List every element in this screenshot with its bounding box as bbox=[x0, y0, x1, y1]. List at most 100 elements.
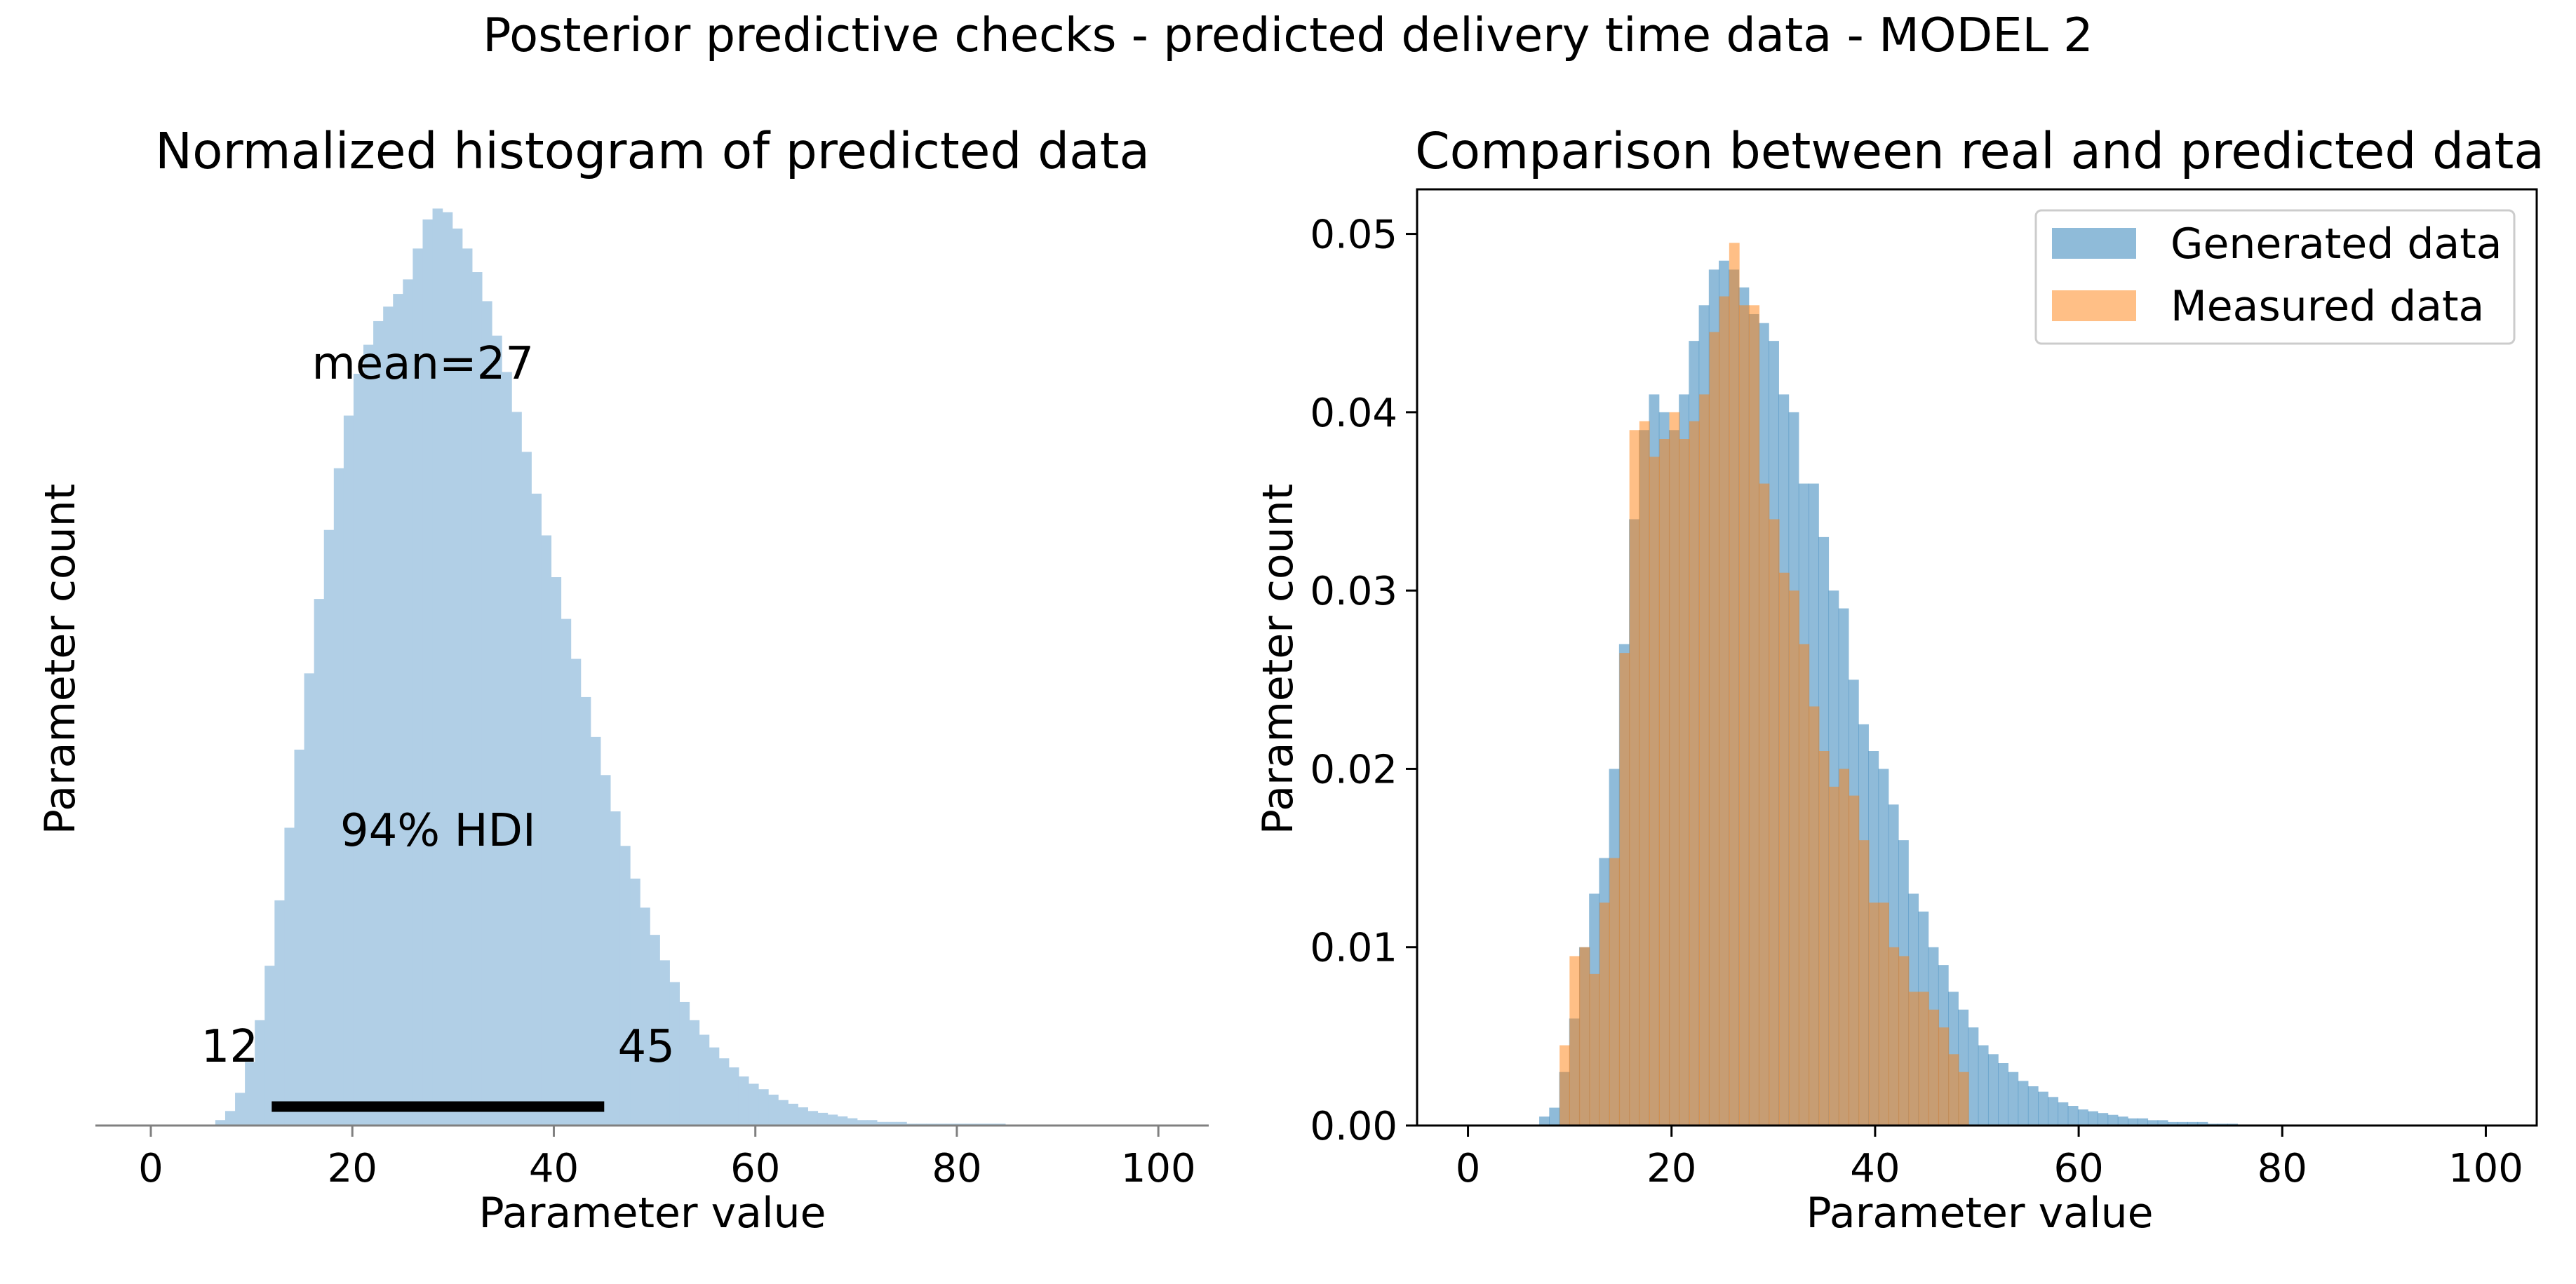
histogram-bar bbox=[2187, 1121, 2199, 1126]
histogram-bar bbox=[630, 878, 640, 1126]
histogram-bar bbox=[1948, 1054, 1959, 1126]
histogram-bar bbox=[492, 335, 502, 1126]
histogram-bar bbox=[1759, 483, 1770, 1126]
measured-data-bars bbox=[1559, 243, 1969, 1126]
histogram-bar bbox=[541, 535, 552, 1126]
histogram-bar bbox=[274, 900, 286, 1126]
histogram-bar bbox=[2138, 1118, 2149, 1126]
histogram-bar bbox=[1589, 973, 1600, 1126]
histogram-bar bbox=[1938, 1027, 1950, 1126]
histogram-bar bbox=[1987, 1054, 1999, 1126]
histogram-bar bbox=[561, 619, 572, 1126]
histogram-bar bbox=[245, 1062, 255, 1126]
histogram-bar bbox=[1579, 947, 1590, 1126]
histogram-bar bbox=[1729, 243, 1740, 1126]
histogram-bar bbox=[1879, 903, 1889, 1126]
right-plot-frame bbox=[1416, 188, 2538, 1127]
x-tick-label: 40 bbox=[529, 1146, 579, 1191]
histogram-bar bbox=[640, 907, 650, 1126]
histogram-bar bbox=[314, 599, 325, 1126]
histogram-bar bbox=[2117, 1116, 2128, 1126]
histogram-bar bbox=[758, 1089, 769, 1126]
histogram-bar bbox=[1609, 858, 1621, 1126]
histogram-bar bbox=[788, 1103, 798, 1126]
histogram-bar bbox=[2147, 1120, 2159, 1126]
histogram-bar bbox=[650, 935, 660, 1126]
histogram-bar bbox=[1769, 519, 1780, 1126]
histogram-bar bbox=[1749, 305, 1760, 1126]
histogram-bar bbox=[738, 1076, 749, 1126]
left-chart: Normalized histogram of predicted data m… bbox=[36, 122, 1209, 1238]
histogram-bar bbox=[1818, 751, 1830, 1126]
histogram-bar bbox=[551, 577, 562, 1126]
hdi-high-label: 45 bbox=[618, 1021, 675, 1073]
legend-swatch-measured bbox=[2052, 290, 2136, 321]
histogram-bar bbox=[511, 412, 522, 1126]
histogram-bar bbox=[659, 960, 670, 1126]
histogram-bar bbox=[284, 827, 295, 1126]
x-tick-label: 80 bbox=[932, 1146, 981, 1191]
y-tick-label: 0.02 bbox=[1310, 747, 1397, 792]
x-tick-label: 0 bbox=[1456, 1146, 1481, 1191]
histogram-bar bbox=[1699, 394, 1710, 1126]
histogram-bar bbox=[580, 696, 591, 1126]
histogram-bar bbox=[1978, 1045, 1989, 1126]
histogram-bar bbox=[709, 1047, 720, 1126]
histogram-bar bbox=[1849, 795, 1860, 1126]
y-tick-label: 0.05 bbox=[1310, 212, 1397, 258]
histogram-bar bbox=[412, 248, 424, 1126]
histogram-bar bbox=[1778, 572, 1790, 1126]
histogram-bar bbox=[807, 1111, 819, 1126]
histogram-bar bbox=[886, 1121, 897, 1126]
histogram-bar bbox=[442, 212, 453, 1126]
x-tick-label: 60 bbox=[730, 1146, 780, 1191]
histogram-bar bbox=[1639, 421, 1650, 1126]
histogram-bar bbox=[471, 272, 483, 1126]
legend-label-generated: Generated data bbox=[2171, 219, 2502, 269]
histogram-bar bbox=[462, 248, 473, 1126]
histogram-bar bbox=[1998, 1063, 2008, 1126]
right-x-ticks: 0 20 40 60 80 100 bbox=[1456, 1126, 2523, 1191]
histogram-bar bbox=[1908, 992, 1919, 1126]
histogram-bar bbox=[2107, 1114, 2119, 1126]
histogram-bar bbox=[610, 811, 621, 1126]
histogram-bar bbox=[600, 775, 611, 1126]
histogram-bar bbox=[1968, 1027, 1979, 1126]
x-tick-label: 20 bbox=[328, 1146, 377, 1191]
histogram-bar bbox=[481, 301, 492, 1126]
y-tick-label: 0.03 bbox=[1310, 569, 1397, 614]
histogram-bar bbox=[1898, 956, 1910, 1126]
histogram-bar bbox=[817, 1112, 829, 1126]
histogram-bar bbox=[215, 1120, 226, 1126]
histogram-bar bbox=[432, 208, 443, 1126]
histogram-bar bbox=[1619, 653, 1630, 1126]
histogram-bar bbox=[827, 1114, 838, 1126]
histogram-bar bbox=[2088, 1111, 2098, 1126]
left-histogram-bars bbox=[215, 208, 1006, 1126]
left-x-ticks: 0 20 40 60 80 100 bbox=[138, 1126, 1196, 1191]
histogram-bar bbox=[1809, 706, 1820, 1126]
histogram-bar bbox=[2157, 1120, 2168, 1126]
histogram-bar bbox=[1928, 1009, 1940, 1126]
histogram-bar bbox=[1789, 590, 1799, 1126]
histogram-bar bbox=[669, 982, 680, 1126]
figure-suptitle: Posterior predictive checks - predicted … bbox=[483, 8, 2093, 62]
histogram-bar bbox=[1719, 296, 1730, 1126]
histogram-bar bbox=[1659, 439, 1670, 1126]
histogram-bar bbox=[333, 468, 344, 1126]
histogram-bar bbox=[2197, 1121, 2208, 1126]
histogram-bar bbox=[224, 1111, 236, 1126]
histogram-bar bbox=[373, 320, 384, 1126]
right-y-ticks: 0.00 0.01 0.02 0.03 0.04 0.05 bbox=[1310, 212, 1417, 1149]
legend-box bbox=[2034, 209, 2516, 345]
histogram-bar bbox=[1958, 1072, 1969, 1126]
histogram-bar bbox=[778, 1100, 789, 1126]
x-tick-label: 0 bbox=[138, 1146, 163, 1191]
left-y-axis-label: Parameter count bbox=[36, 484, 85, 835]
y-tick-label: 0.01 bbox=[1310, 926, 1397, 971]
histogram-bar bbox=[2008, 1072, 2019, 1126]
histogram-bar bbox=[502, 372, 512, 1126]
left-x-axis-label: Parameter value bbox=[478, 1189, 826, 1238]
histogram-bar bbox=[304, 673, 315, 1126]
